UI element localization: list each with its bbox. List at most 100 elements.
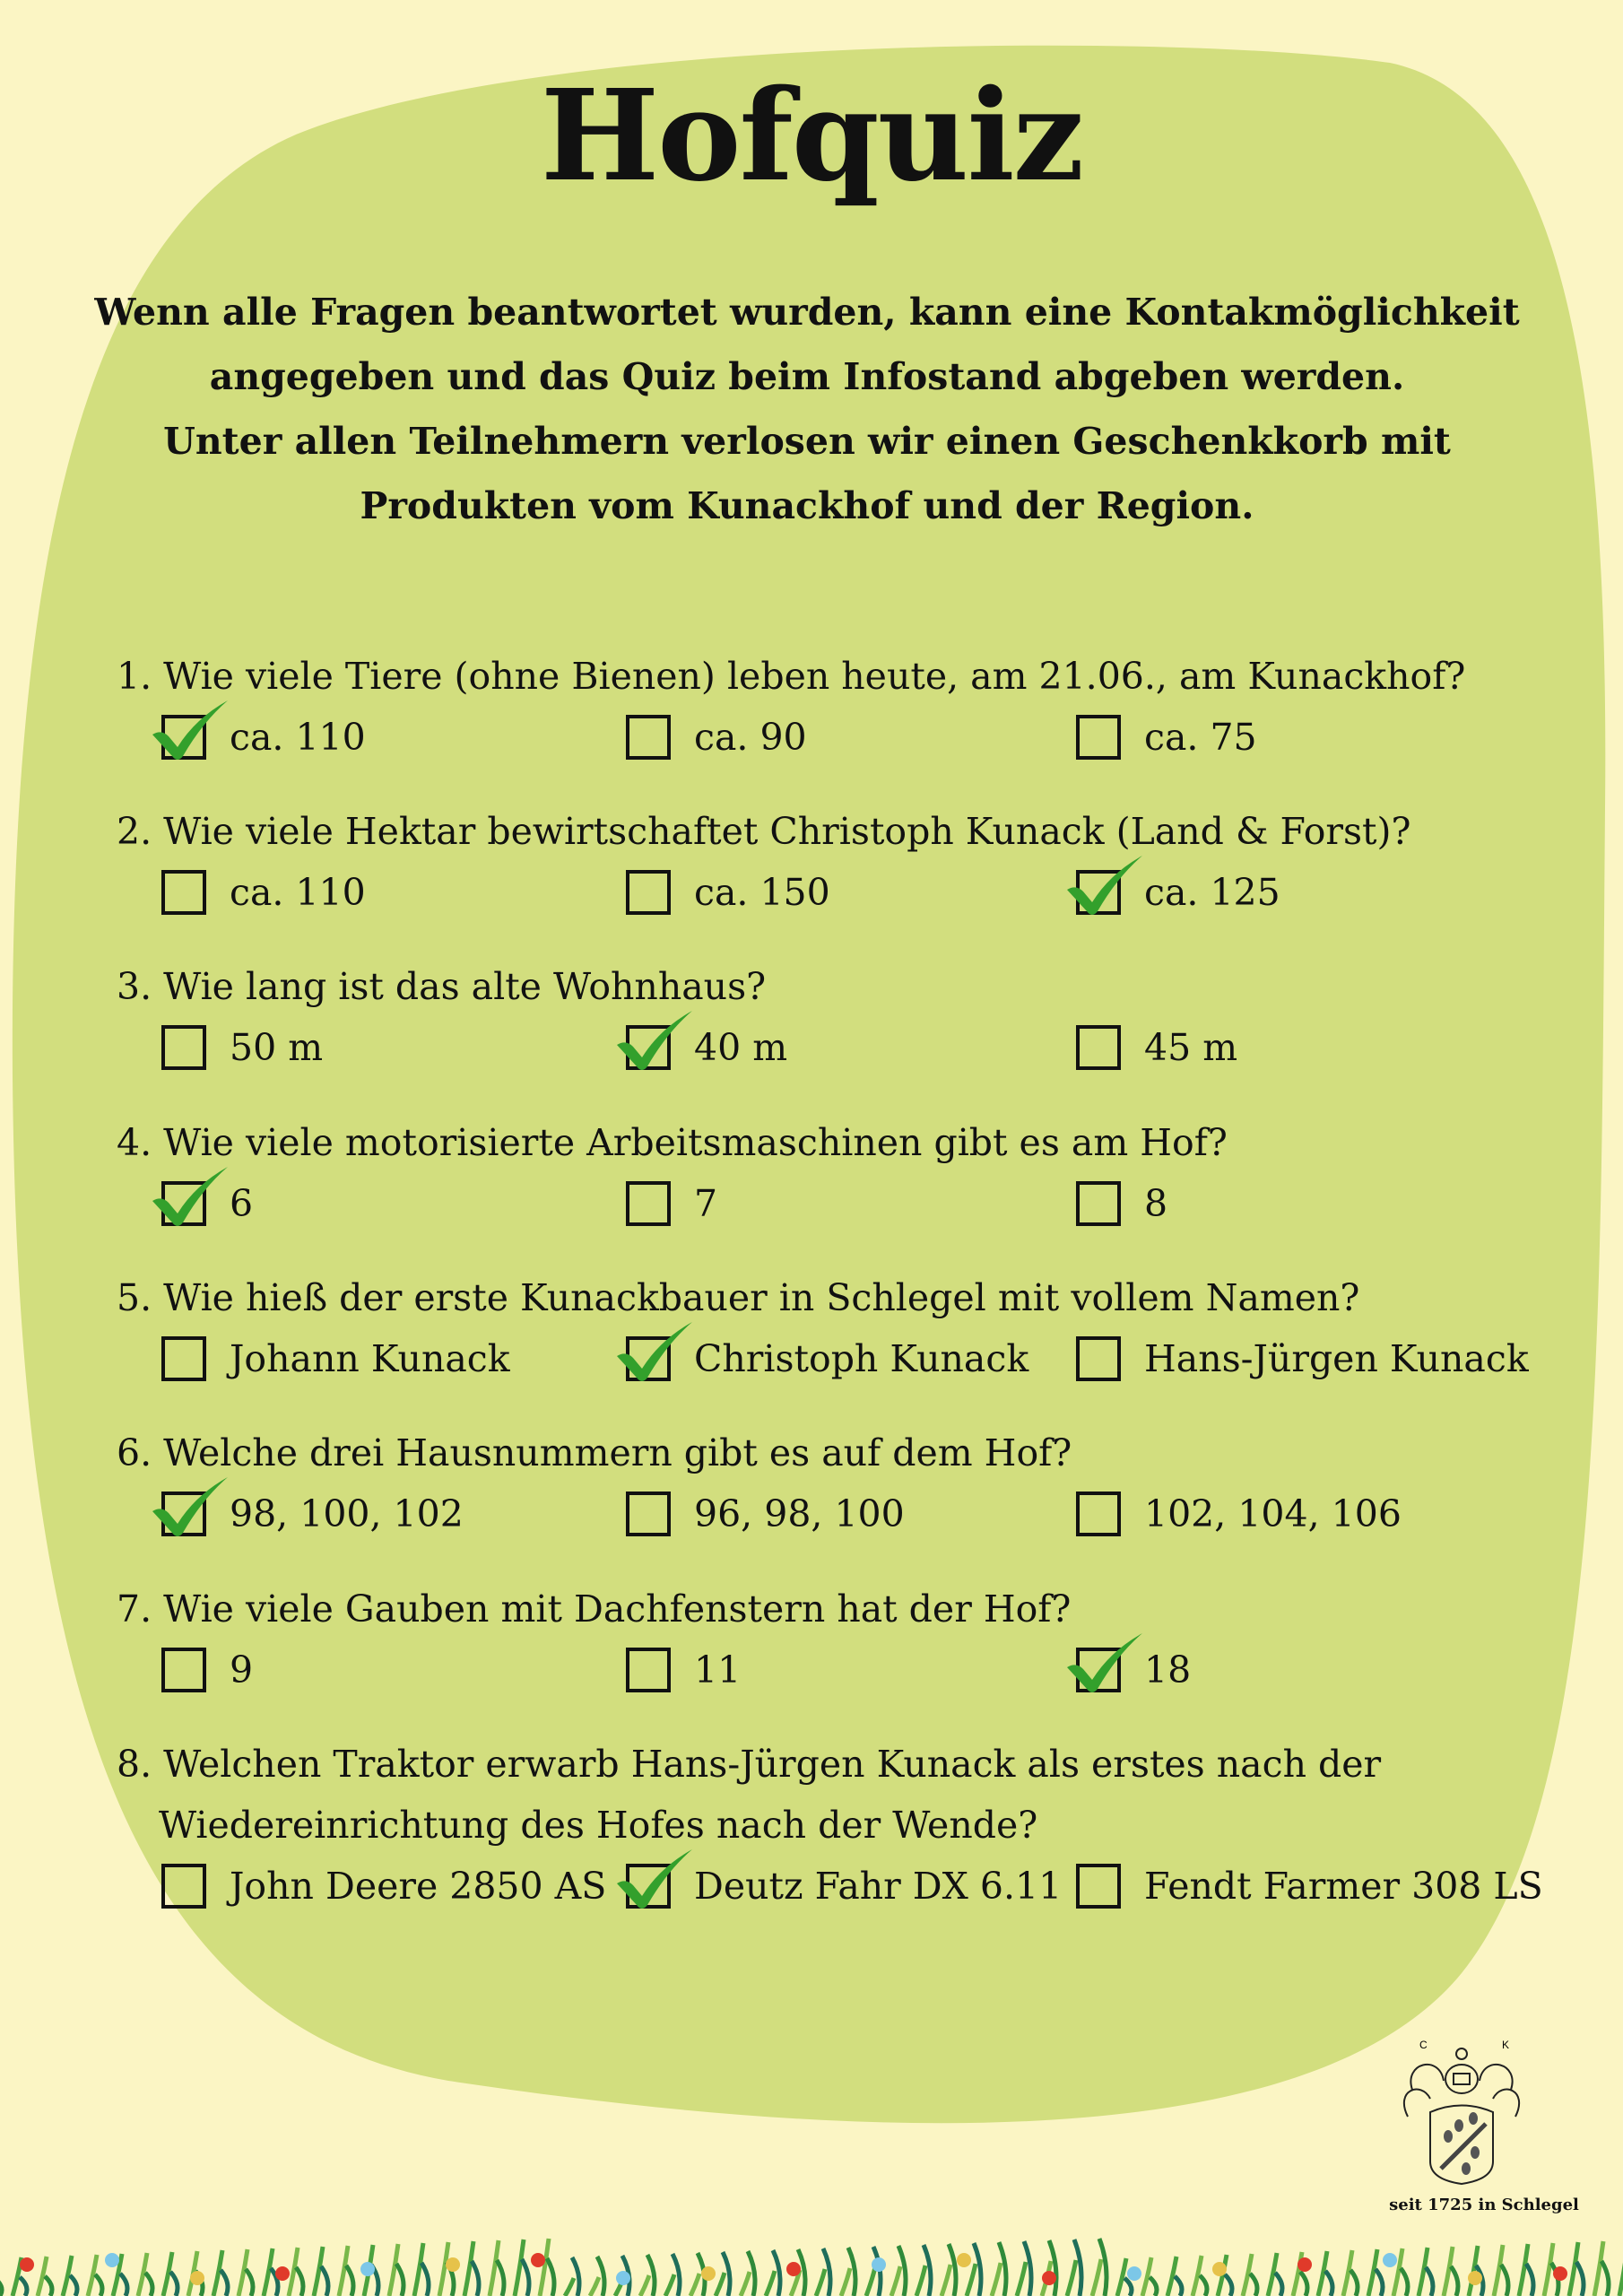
answer-option[interactable]: 18 bbox=[1067, 1633, 1191, 1697]
answer-checkbox[interactable] bbox=[161, 1864, 206, 1909]
grass-blade bbox=[169, 2270, 180, 2296]
answer-checkbox[interactable] bbox=[152, 1477, 228, 1536]
grass-blade bbox=[1123, 2276, 1134, 2296]
grass-blade bbox=[713, 2272, 727, 2296]
grass-blade bbox=[437, 2241, 451, 2296]
question-text: 1. Wie viele Tiere (ohne Bienen) leben h… bbox=[117, 655, 1466, 698]
grass-blade bbox=[462, 2240, 476, 2296]
question-text: 7. Wie viele Gauben mit Dachfenstern hat… bbox=[117, 1587, 1072, 1631]
answer-checkbox[interactable] bbox=[152, 700, 228, 760]
grass-blade bbox=[896, 2245, 908, 2296]
answer-checkbox[interactable] bbox=[626, 715, 671, 760]
answer-option[interactable]: 11 bbox=[626, 1643, 741, 1697]
answer-option[interactable]: ca. 90 bbox=[626, 710, 807, 764]
answer-option[interactable]: ca. 125 bbox=[1067, 856, 1280, 919]
grass-blade bbox=[1599, 2259, 1611, 2296]
answer-option[interactable]: 8 bbox=[1076, 1177, 1167, 1231]
answer-label: Deutz Fahr DX 6.11 bbox=[694, 1865, 1063, 1908]
grass-blade bbox=[1541, 2242, 1556, 2296]
grass-blade bbox=[135, 2252, 150, 2296]
answer-option[interactable]: 6 bbox=[152, 1167, 254, 1231]
grass-blade bbox=[118, 2272, 130, 2296]
grass-blade bbox=[519, 2257, 532, 2296]
answer-label: ca. 110 bbox=[230, 716, 366, 759]
answer-checkbox[interactable] bbox=[617, 1011, 692, 1070]
answer-label: 8 bbox=[1144, 1182, 1168, 1225]
answer-checkbox[interactable] bbox=[1076, 1181, 1121, 1226]
answer-option[interactable]: 102, 104, 106 bbox=[1076, 1487, 1402, 1541]
answer-label: Christoph Kunack bbox=[694, 1337, 1029, 1380]
answer-option[interactable]: ca. 75 bbox=[1076, 710, 1257, 764]
grass-blade bbox=[889, 2266, 903, 2296]
answer-option[interactable]: Deutz Fahr DX 6.11 bbox=[617, 1849, 1063, 1913]
grass-blade bbox=[1466, 2245, 1480, 2296]
answer-checkbox[interactable] bbox=[626, 1648, 671, 1692]
answer-option[interactable]: 96, 98, 100 bbox=[626, 1487, 905, 1541]
grass-blade bbox=[336, 2245, 351, 2296]
answer-option[interactable]: ca. 150 bbox=[626, 865, 830, 919]
grass-blade bbox=[219, 2268, 230, 2296]
answer-checkbox[interactable] bbox=[161, 1648, 206, 1692]
answer-checkbox[interactable] bbox=[617, 1849, 692, 1909]
grass-blade bbox=[1072, 2239, 1084, 2296]
answer-checkbox[interactable] bbox=[626, 870, 671, 915]
grass-blade bbox=[412, 2242, 426, 2296]
grass-blade bbox=[1416, 2247, 1430, 2296]
answer-checkbox[interactable] bbox=[152, 1167, 228, 1226]
answer-checkbox[interactable] bbox=[161, 1336, 206, 1381]
answer-checkbox[interactable] bbox=[617, 1322, 692, 1381]
answer-option[interactable]: 7 bbox=[626, 1177, 717, 1231]
grass-blade bbox=[1248, 2272, 1260, 2296]
answer-checkbox[interactable] bbox=[1076, 1025, 1121, 1070]
answer-option[interactable]: ca. 110 bbox=[152, 700, 366, 764]
grass-blade bbox=[1148, 2275, 1159, 2296]
answer-option[interactable]: Johann Kunack bbox=[161, 1332, 510, 1386]
answer-label: 40 m bbox=[694, 1026, 788, 1069]
grass-blade bbox=[720, 2250, 733, 2296]
grass-blade bbox=[763, 2270, 777, 2296]
answer-option[interactable]: 9 bbox=[161, 1643, 253, 1697]
grass-blade bbox=[1448, 2265, 1461, 2296]
svg-text:C: C bbox=[1419, 2039, 1428, 2051]
answer-checkbox[interactable] bbox=[626, 1492, 671, 1536]
answer-checkbox[interactable] bbox=[1076, 1864, 1121, 1909]
intro-text: Wenn alle Fragen beantwortet wurden, kan… bbox=[90, 280, 1524, 538]
flower bbox=[531, 2253, 545, 2267]
answer-label: 45 m bbox=[1144, 1026, 1238, 1069]
answer-checkbox[interactable] bbox=[1076, 1336, 1121, 1381]
grass-blade bbox=[1021, 2240, 1034, 2296]
answer-label: Fendt Farmer 308 LS bbox=[1144, 1865, 1543, 1908]
answer-option[interactable]: 45 m bbox=[1076, 1021, 1237, 1074]
answer-option[interactable]: John Deere 2850 AS bbox=[161, 1859, 606, 1913]
answer-option[interactable]: Christoph Kunack bbox=[617, 1322, 1029, 1386]
answer-label: 6 bbox=[230, 1182, 254, 1225]
grass-blade bbox=[243, 2267, 256, 2296]
grass-blade bbox=[544, 2257, 557, 2296]
answer-label: 50 m bbox=[230, 1026, 324, 1069]
flower bbox=[105, 2253, 119, 2267]
grass-blade bbox=[770, 2248, 783, 2296]
answer-option[interactable]: 98, 100, 102 bbox=[152, 1477, 464, 1541]
answer-option[interactable]: 40 m bbox=[617, 1011, 788, 1074]
answer-checkbox[interactable] bbox=[626, 1181, 671, 1226]
checkmark-icon bbox=[152, 700, 228, 760]
answer-checkbox[interactable] bbox=[1076, 715, 1121, 760]
answer-option[interactable]: Hans-Jürgen Kunack bbox=[1076, 1332, 1529, 1386]
grass-blade bbox=[85, 2254, 100, 2296]
flower bbox=[872, 2257, 886, 2272]
grass-blade bbox=[569, 2256, 582, 2296]
grass-blade bbox=[1115, 2257, 1129, 2296]
answer-checkbox[interactable] bbox=[1076, 1492, 1121, 1536]
answer-option[interactable]: 50 m bbox=[161, 1021, 323, 1074]
grass-blade bbox=[989, 2262, 1003, 2296]
answer-checkbox[interactable] bbox=[1067, 856, 1142, 915]
answer-checkbox[interactable] bbox=[161, 1025, 206, 1070]
grass-blade bbox=[1140, 2257, 1154, 2296]
answer-option[interactable]: Fendt Farmer 308 LS bbox=[1076, 1859, 1543, 1913]
answer-checkbox[interactable] bbox=[161, 870, 206, 915]
intro-line: Produkten vom Kunackhof und der Region. bbox=[360, 484, 1254, 527]
answer-option[interactable]: ca. 110 bbox=[161, 865, 366, 919]
answer-checkbox[interactable] bbox=[1067, 1633, 1142, 1692]
grass-blade bbox=[1423, 2266, 1436, 2296]
grass-blade bbox=[1198, 2274, 1210, 2296]
